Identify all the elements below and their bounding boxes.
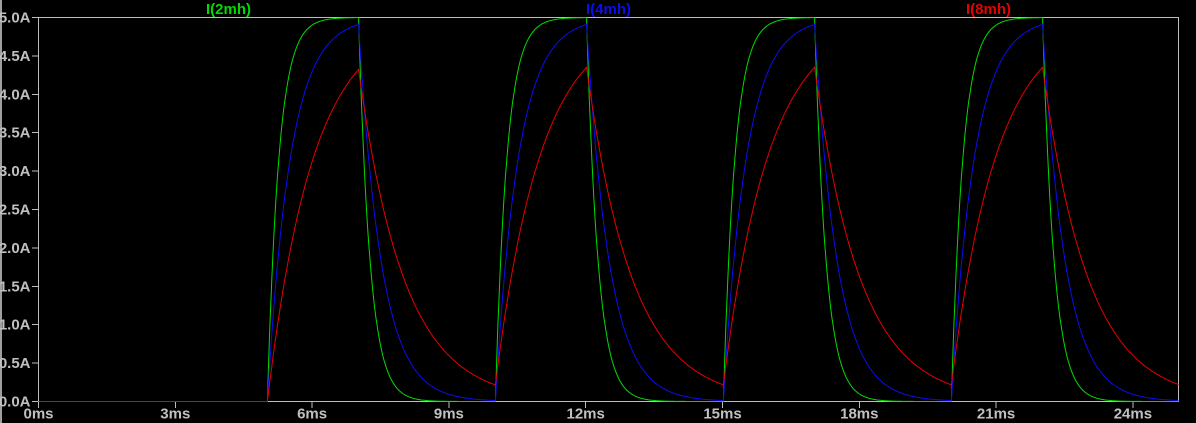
y-tick-label: 3.0A [0, 163, 31, 180]
trace-I(8mh)[interactable] [38, 66, 1179, 402]
y-tick-label: 1.0A [0, 317, 31, 334]
y-tick-label: 2.0A [0, 240, 31, 257]
y-tick-label: 4.5A [0, 48, 31, 65]
x-tick-label: 12ms [567, 406, 605, 423]
y-tick-label: 0.0A [0, 394, 31, 411]
trace-I(2mh)[interactable] [38, 17, 1179, 402]
x-tick-label: 6ms [297, 406, 327, 423]
y-tick-label: 1.5A [0, 278, 31, 295]
trace-label-i4mh[interactable]: I(4mh) [586, 1, 631, 18]
y-tick-label: 3.5A [0, 125, 31, 142]
y-tick-label: 4.0A [0, 86, 31, 103]
x-tick-label: 21ms [977, 406, 1015, 423]
trace-label-i2mh[interactable]: I(2mh) [206, 1, 251, 18]
y-tick-label: 2.5A [0, 202, 31, 219]
y-tick-label: 5.0A [0, 10, 31, 27]
x-tick-label: 24ms [1114, 406, 1152, 423]
x-tick-label: 9ms [434, 406, 464, 423]
trace-label-i8mh[interactable]: I(8mh) [966, 1, 1011, 18]
pane-left-edge [0, 0, 2, 423]
x-tick-label: 0ms [23, 406, 53, 423]
x-tick-label: 15ms [703, 406, 741, 423]
x-tick-label: 18ms [840, 406, 878, 423]
y-tick-label: 0.5A [0, 355, 31, 372]
x-tick-label: 3ms [160, 406, 190, 423]
